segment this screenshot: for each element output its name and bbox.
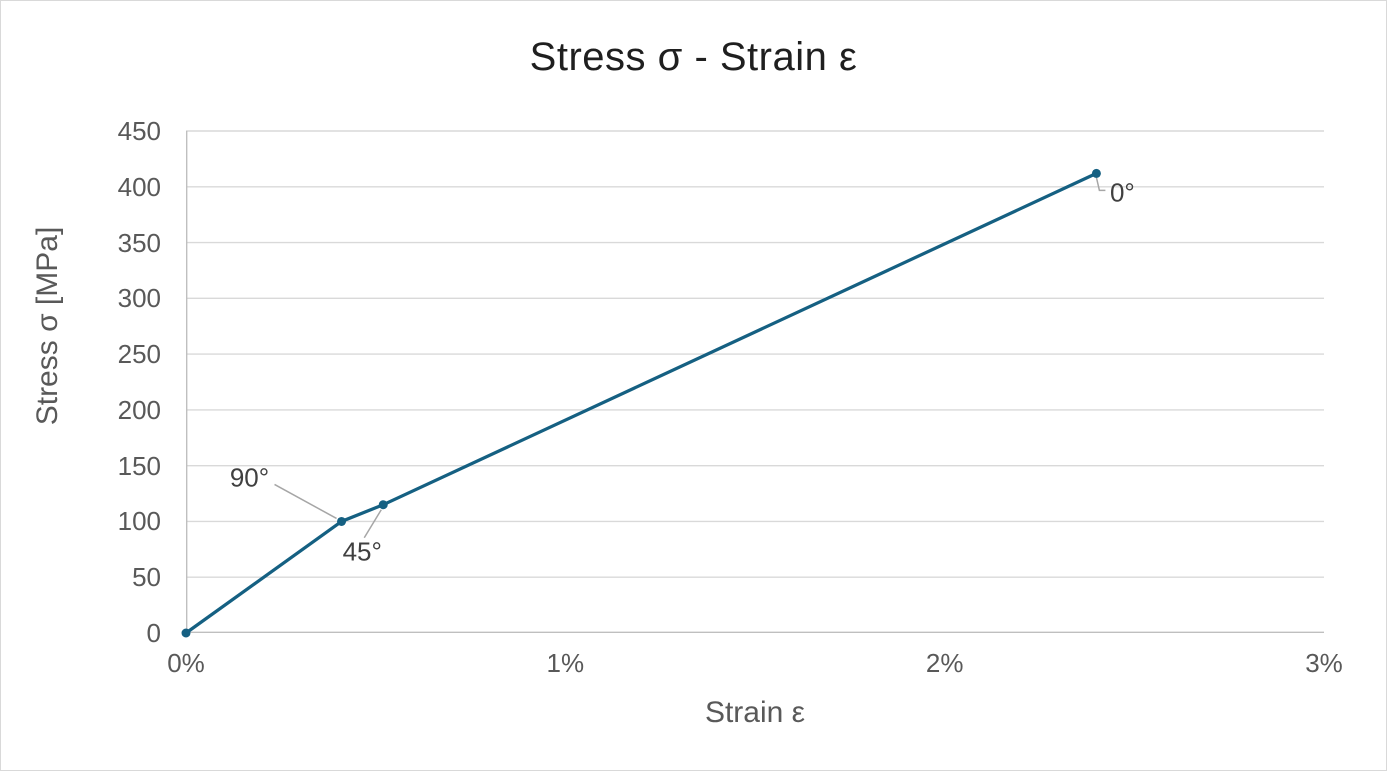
data-point-marker — [337, 516, 347, 526]
chart-title: Stress σ - Strain ε — [529, 35, 858, 79]
y-tick-label: 100 — [117, 506, 161, 537]
label-leader-line — [274, 483, 337, 520]
x-tick-label: 3% — [1305, 648, 1343, 678]
y-tick-label: 350 — [117, 227, 161, 258]
y-tick-label: 0 — [146, 618, 161, 648]
y-tick-label: 450 — [117, 116, 161, 146]
data-point-label: 0° — [1109, 177, 1135, 208]
y-tick-label: 150 — [117, 450, 161, 481]
data-point-label: 45° — [342, 536, 382, 567]
y-tick-label: 200 — [117, 394, 161, 425]
data-point-marker — [1091, 168, 1101, 178]
x-tick-label: 2% — [925, 648, 964, 678]
data-point-label: 90° — [229, 462, 270, 493]
y-tick-label: 400 — [117, 171, 161, 202]
data-point-marker — [378, 500, 388, 510]
x-axis-title: Strain ε — [704, 696, 806, 729]
plot-area — [181, 130, 1324, 638]
data-point-marker — [181, 628, 191, 638]
plot-svg — [181, 130, 1324, 638]
y-axis-title: Stress σ [MPa] — [31, 226, 64, 426]
y-tick-label: 250 — [117, 339, 161, 370]
x-tick-label: 1% — [546, 648, 585, 678]
label-leader-line — [1095, 177, 1106, 192]
y-tick-label: 300 — [117, 283, 161, 314]
label-leader-line — [363, 509, 382, 539]
y-tick-label: 50 — [132, 562, 161, 593]
series-line-stress-strain-curve — [184, 171, 1099, 635]
x-tick-label: 0% — [167, 648, 205, 678]
